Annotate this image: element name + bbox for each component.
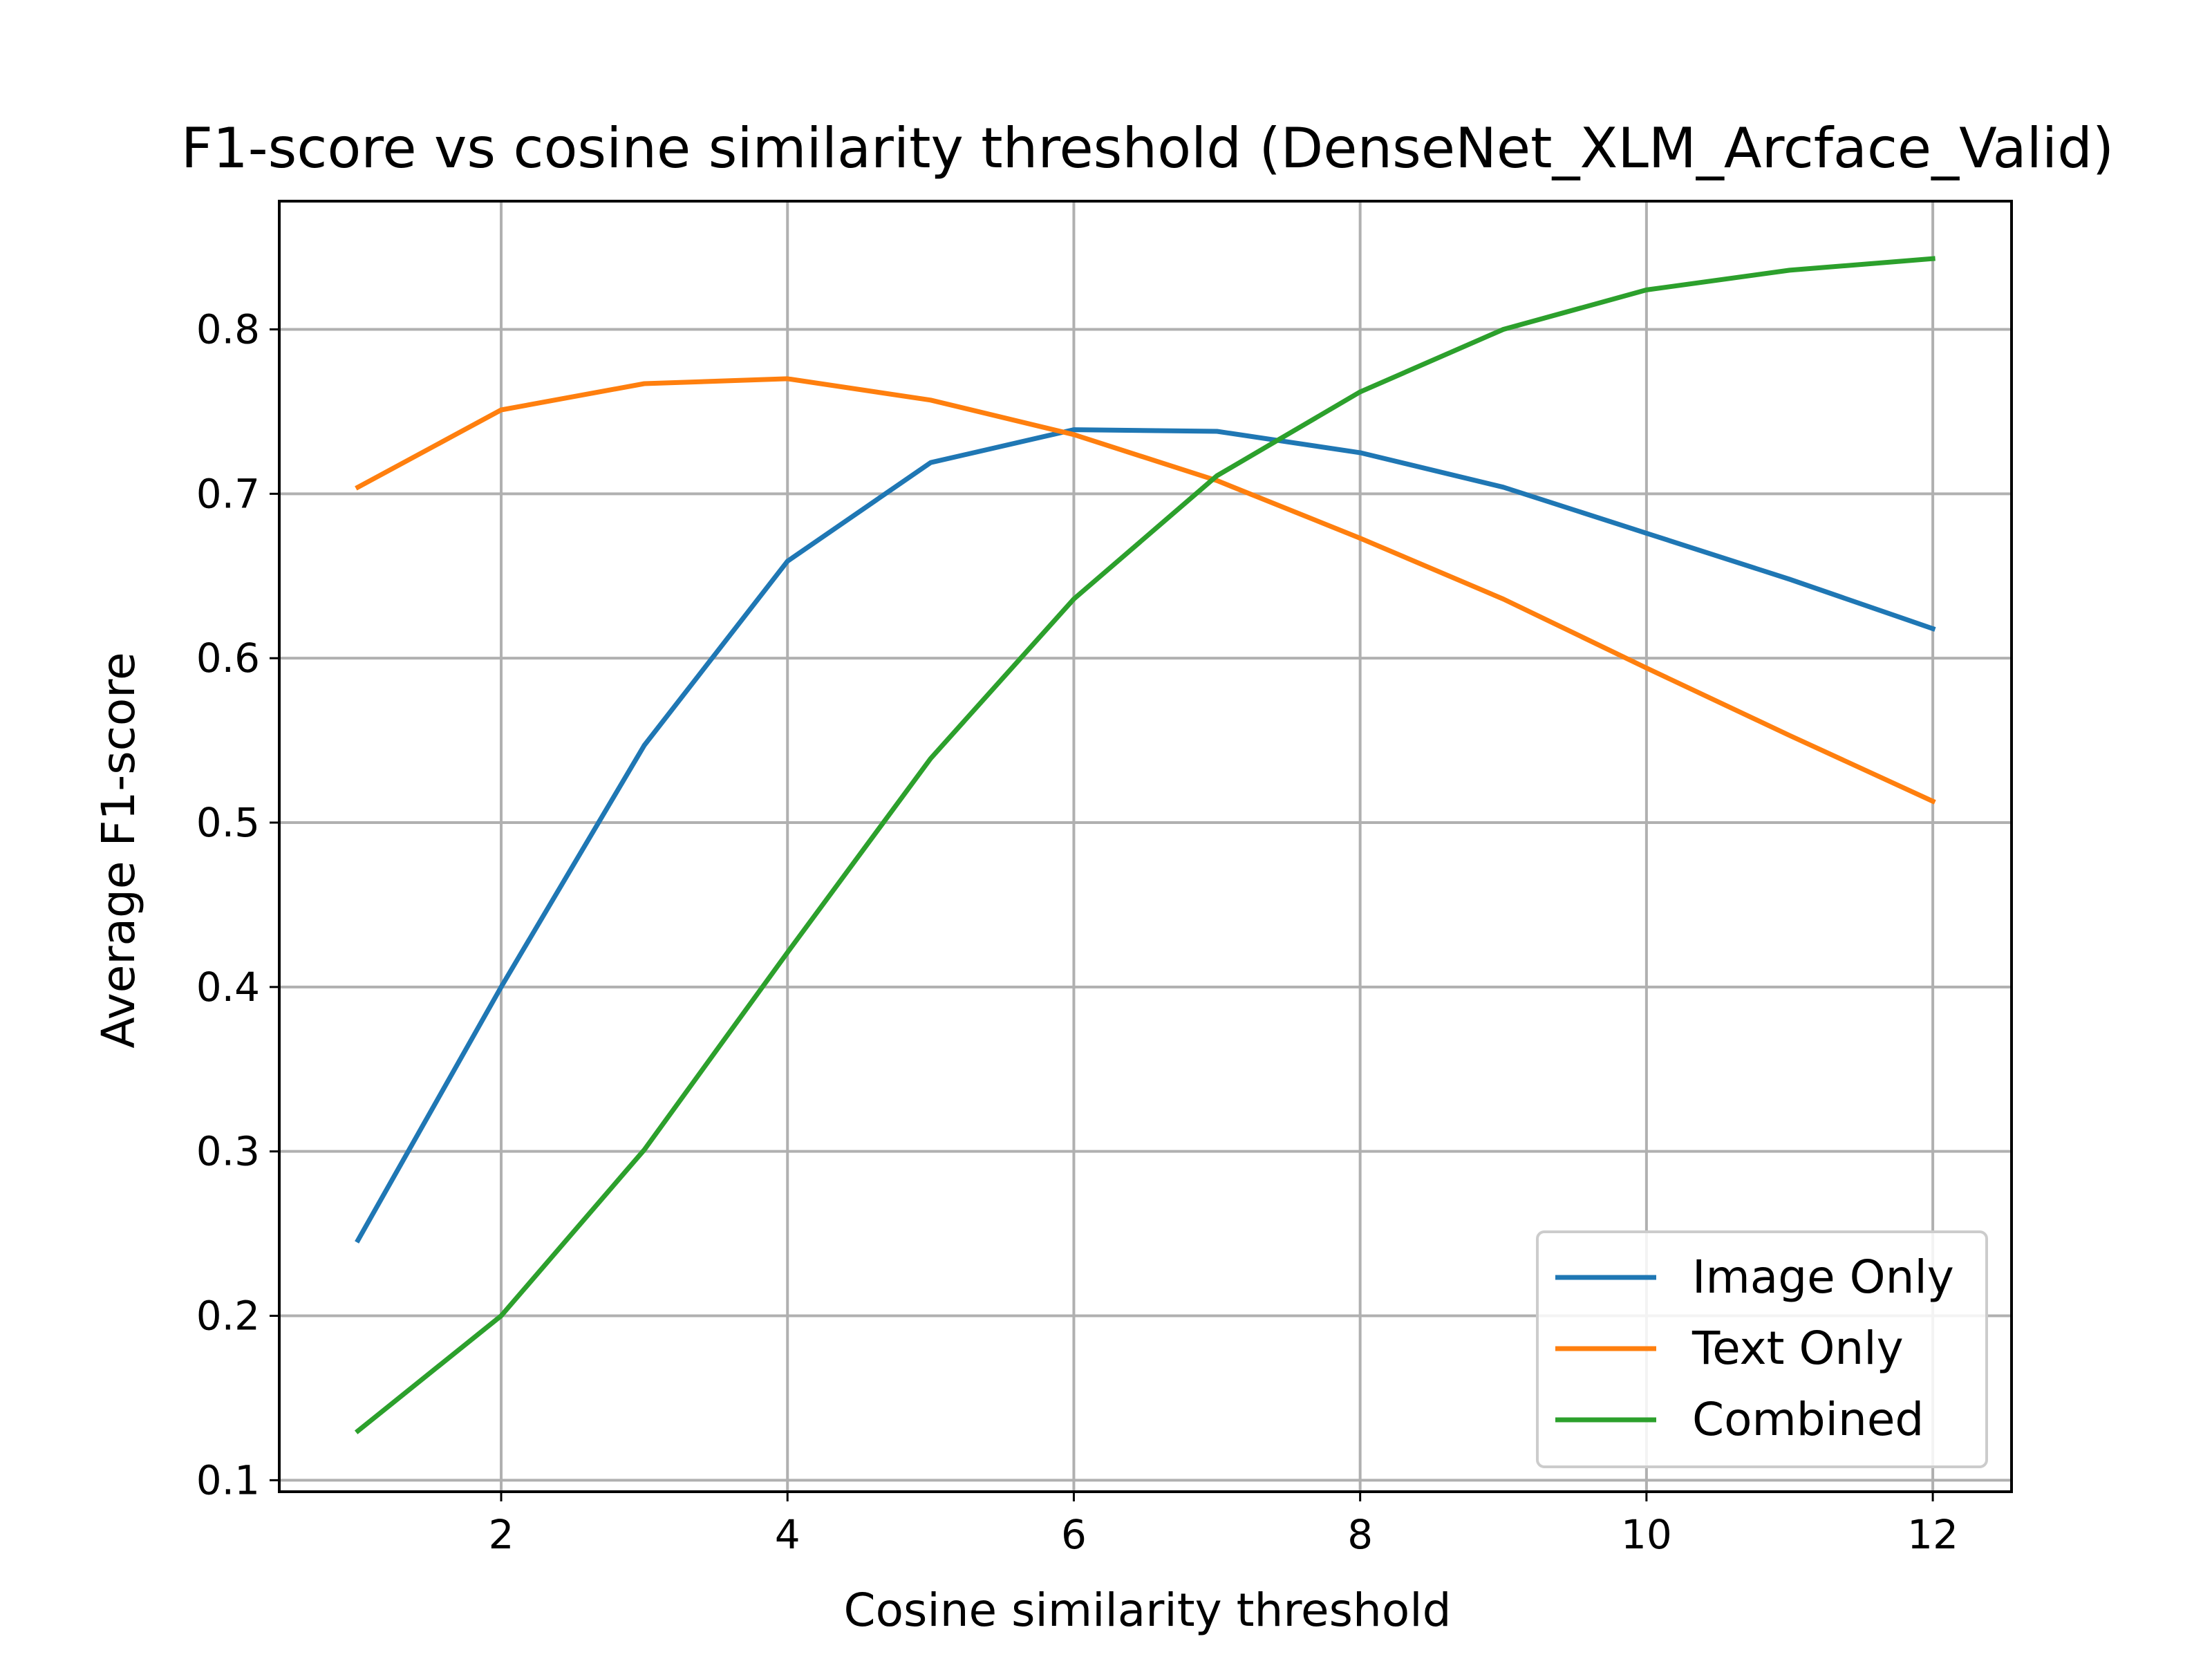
- x-tick-label: 4: [775, 1511, 800, 1558]
- x-tick-label: 12: [1907, 1511, 1958, 1558]
- y-axis-label: Average F1-score: [92, 652, 145, 1048]
- series-line-text-only: [355, 376, 1936, 805]
- plot-frame: [278, 200, 2013, 1493]
- legend-box: [1536, 1230, 1988, 1468]
- legend: Image Only Text Only Combined: [1536, 1230, 1988, 1468]
- y-tick-label: 0.3: [196, 1128, 260, 1175]
- y-tick-label: 0.1: [196, 1456, 260, 1503]
- x-tick-label: 2: [489, 1511, 514, 1558]
- y-tick-label: 0.7: [196, 470, 260, 517]
- y-tick-label: 0.2: [196, 1293, 260, 1340]
- legend-label-combined: Combined: [1692, 1393, 1924, 1446]
- chart-title: F1-score vs cosine similarity threshold …: [181, 116, 2114, 180]
- legend-label-text-only: Text Only: [1691, 1322, 1904, 1375]
- x-axis-label: Cosine similarity threshold: [844, 1584, 1452, 1637]
- x-tick-label: 10: [1621, 1511, 1672, 1558]
- series-lines: [354, 256, 1936, 1434]
- axis-ticks: 2 4 6 8 10 12 0.1 0.2 0.3 0.4 0.5 0.6 0.7 0.8: [196, 306, 1958, 1558]
- y-tick-label: 0.6: [196, 635, 260, 682]
- y-tick-label: 0.4: [196, 964, 260, 1011]
- x-tick-label: 8: [1347, 1511, 1373, 1558]
- series-line-combined: [354, 256, 1936, 1434]
- y-tick-label: 0.5: [196, 799, 260, 846]
- grid-lines: [279, 201, 2012, 1492]
- x-tick-label: 6: [1061, 1511, 1087, 1558]
- legend-label-image-only: Image Only: [1692, 1250, 1954, 1304]
- y-tick-label: 0.8: [196, 306, 260, 353]
- series-line-image-only: [355, 427, 1936, 1244]
